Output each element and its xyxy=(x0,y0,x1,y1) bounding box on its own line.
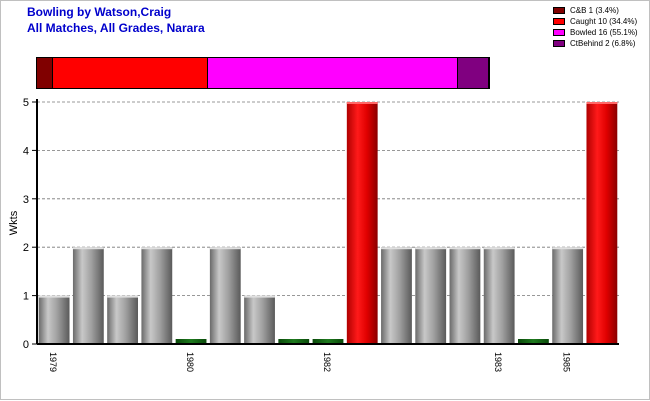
bar xyxy=(175,339,207,344)
distribution-segment xyxy=(52,58,209,88)
legend-item: Caught 10 (34.4%) xyxy=(553,16,638,27)
bar-top-highlight xyxy=(244,295,275,298)
legend-swatch xyxy=(553,7,565,14)
y-tick-label: 2 xyxy=(23,242,29,254)
bar xyxy=(518,339,549,344)
distribution-segment xyxy=(37,58,53,88)
bar xyxy=(586,102,618,344)
bar-top-highlight xyxy=(209,247,241,250)
bar-top-highlight xyxy=(483,247,515,250)
bar xyxy=(381,247,412,344)
x-tick-label: 1983 xyxy=(493,352,503,372)
bar xyxy=(72,247,104,344)
x-tick-label: 1980 xyxy=(185,352,195,372)
bar-top-highlight xyxy=(72,247,104,250)
legend-label: Caught 10 (34.4%) xyxy=(570,17,638,26)
x-tick-label: 1979 xyxy=(48,352,58,372)
bar xyxy=(244,295,275,344)
y-axis-label: Wkts xyxy=(8,210,20,235)
bar-top-highlight xyxy=(449,247,481,250)
legend-item: Bowled 16 (55.1%) xyxy=(553,27,638,38)
legend-item: CtBehind 2 (6.8%) xyxy=(553,38,638,49)
bar-top-highlight xyxy=(38,295,70,298)
bar xyxy=(415,247,447,344)
legend-label: CtBehind 2 (6.8%) xyxy=(570,39,636,48)
bar-top-highlight xyxy=(381,247,412,250)
bar-top-highlight xyxy=(346,102,378,104)
legend-item: C&B 1 (3.4%) xyxy=(553,5,638,16)
bar xyxy=(312,339,344,344)
bar-top-highlight xyxy=(586,102,618,104)
y-tick-label: 1 xyxy=(23,291,29,303)
y-tick-label: 5 xyxy=(23,97,29,109)
legend-swatch xyxy=(553,40,565,47)
legend-label: C&B 1 (3.4%) xyxy=(570,6,619,15)
y-tick-label: 0 xyxy=(23,339,29,351)
chart-subtitle: All Matches, All Grades, Narara xyxy=(27,21,205,35)
bar xyxy=(483,247,515,344)
bar xyxy=(141,247,173,344)
bar-top-highlight xyxy=(107,295,138,298)
x-tick-label: 1982 xyxy=(322,352,332,372)
chart-title: Bowling by Watson,Craig xyxy=(27,5,172,19)
bar xyxy=(552,247,584,344)
bar xyxy=(278,339,310,344)
bar-top-highlight xyxy=(552,247,584,250)
bar-top-highlight xyxy=(141,247,173,250)
bar xyxy=(449,247,481,344)
bar xyxy=(346,102,378,344)
bar xyxy=(107,295,138,344)
y-tick-label: 4 xyxy=(23,145,29,157)
bar-top-highlight xyxy=(415,247,447,250)
x-tick-label: 1985 xyxy=(562,352,572,372)
bar xyxy=(38,295,70,344)
distribution-segment xyxy=(208,58,458,88)
y-tick-label: 3 xyxy=(23,194,29,206)
legend-label: Bowled 16 (55.1%) xyxy=(570,28,638,37)
legend-swatch xyxy=(553,29,565,36)
bar xyxy=(209,247,241,344)
legend: C&B 1 (3.4%) Caught 10 (34.4%) Bowled 16 (… xyxy=(553,5,638,49)
dismissal-distribution-bar xyxy=(36,57,490,89)
legend-swatch xyxy=(553,18,565,25)
distribution-segment xyxy=(457,58,489,88)
